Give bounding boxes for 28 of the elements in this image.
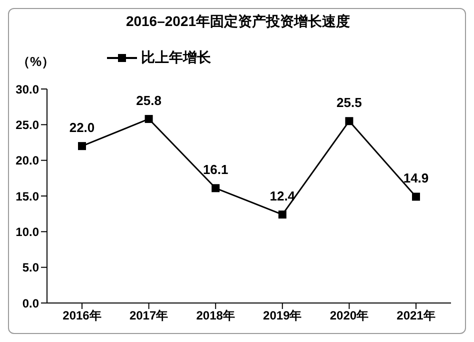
y-tick-label: 25.0 xyxy=(16,118,40,132)
x-tick-label: 2016年 xyxy=(62,308,102,323)
y-tick-label: 10.0 xyxy=(16,224,40,239)
x-tick-label: 2017年 xyxy=(129,308,168,323)
data-label: 14.9 xyxy=(403,170,429,186)
point xyxy=(278,210,286,219)
y-tick-label: 5.0 xyxy=(22,260,40,275)
data-label: 25.8 xyxy=(136,92,162,108)
point xyxy=(144,114,153,123)
legend-label: 比上年增长 xyxy=(141,49,211,67)
y-axis-title: （%） xyxy=(17,53,55,71)
x-tick-label: 2019年 xyxy=(263,308,302,323)
y-tick-label: 20.0 xyxy=(16,154,40,168)
y-tick-label: 15.0 xyxy=(16,189,40,204)
x-tick-label: 2021年 xyxy=(396,308,436,323)
chart-title: 2016–2021年固定资产投资增长速度 xyxy=(124,13,352,31)
data-label: 25.5 xyxy=(336,95,362,110)
x-tick-label: 2020年 xyxy=(330,308,369,323)
point xyxy=(212,184,220,192)
point xyxy=(345,117,354,126)
data-label: 12.4 xyxy=(270,188,296,204)
point xyxy=(78,142,86,150)
y-tick-label: 30.0 xyxy=(16,82,40,96)
y-tick-label: 0.0 xyxy=(22,296,40,310)
data-label: 22.0 xyxy=(69,120,95,136)
data-label: 16.1 xyxy=(202,162,228,178)
point xyxy=(412,192,420,201)
x-tick-label: 2018年 xyxy=(196,308,235,323)
